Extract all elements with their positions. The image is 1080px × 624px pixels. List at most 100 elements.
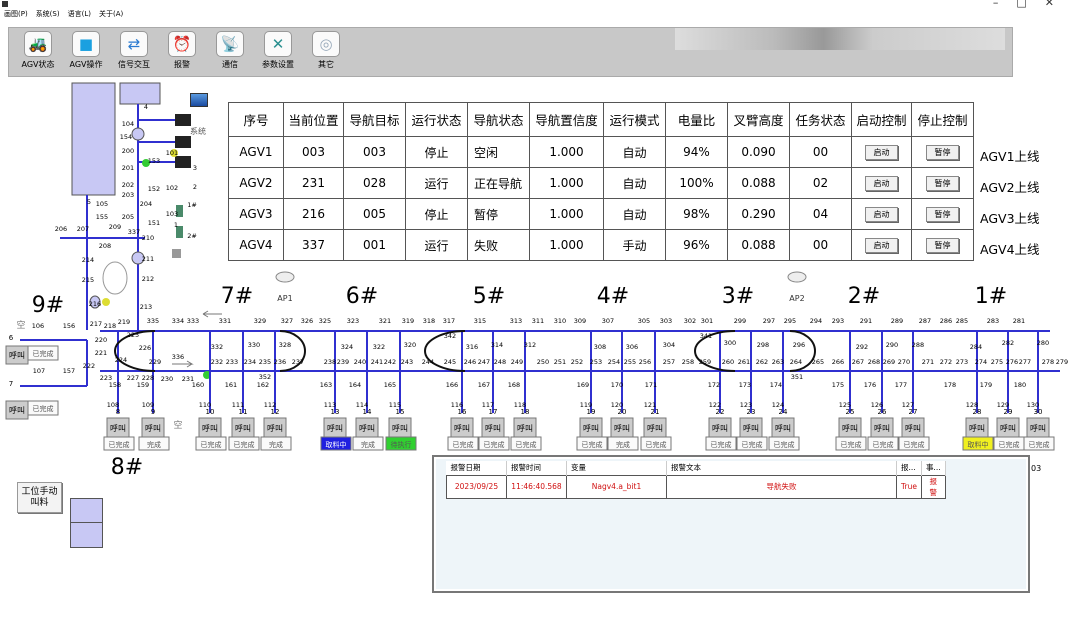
station-status (352, 436, 384, 451)
pause-button[interactable]: 暂停 (926, 145, 959, 160)
direction-arrow-left (202, 310, 222, 318)
menu-draw[interactable]: 画图(P) (4, 10, 28, 18)
node-label: 214 (82, 256, 94, 264)
node-label: 298 (757, 341, 769, 349)
window-controls[interactable]: –□✕ (993, 0, 1072, 9)
column-header: 运行状态 (405, 102, 468, 137)
alarm-column-header[interactable]: 变量 (566, 461, 667, 475)
maximize-button[interactable]: □ (1016, 0, 1045, 9)
station-number: 29 (1004, 408, 1013, 416)
node-label: 121 (644, 401, 656, 409)
antenna-icon: 📡 (216, 31, 244, 57)
minimize-button[interactable]: – (992, 0, 1017, 9)
node-label: 105 (96, 200, 108, 208)
pause-button[interactable]: 暂停 (926, 207, 959, 222)
toolbar-button-3[interactable]: ⏰ 报警 (161, 31, 203, 76)
node-label: 272 (940, 358, 952, 366)
node-label: 165 (384, 381, 396, 389)
monitor-icon[interactable] (190, 93, 208, 107)
toolbar-button-1[interactable]: ■ AGV操作 (65, 31, 107, 76)
node-label: 265 (812, 358, 824, 366)
node-label: 316 (466, 343, 478, 351)
node-label: 318 (423, 317, 435, 325)
alarm-column-header[interactable]: 报警文本 (666, 461, 897, 475)
toolbar-button-6[interactable]: ◎ 其它 (305, 31, 347, 76)
start-button[interactable]: 启动 (865, 207, 898, 222)
toolbar-button-4[interactable]: 📡 通信 (209, 31, 251, 76)
station-status-label: 已完成 (1029, 440, 1050, 449)
toolbar-label: 通信 (222, 60, 238, 69)
start-button[interactable]: 启动 (865, 145, 898, 160)
alarm-row[interactable]: 2023/09/25 11:46:40.568 Nagv4.a_bit1 导航失败 Tr… (446, 474, 946, 499)
agv-status-table: 序号 当前位置 导航目标 运行状态 导航状态 导航置信度 运行模式 电量比 叉臂高度 任务状态 启动… (228, 102, 974, 261)
station-status (27, 400, 59, 416)
start-button[interactable]: 启动 (865, 176, 898, 191)
close-button[interactable]: ✕ (1044, 0, 1072, 9)
call-button-label: 呼叫 (712, 423, 728, 433)
agv-marker (170, 149, 178, 157)
node-label: 216 (89, 300, 101, 308)
alarm-column-header[interactable]: 报警时间 (506, 461, 567, 475)
node-label: 241 (371, 358, 383, 366)
node-label: 2# (187, 232, 197, 240)
start-button[interactable]: 启动 (865, 238, 898, 253)
alarm-column-header[interactable]: 报警日期 (446, 461, 507, 475)
pause-button[interactable]: 暂停 (926, 176, 959, 191)
empty-label: 空 (16, 319, 25, 331)
toolbar-button-2[interactable]: ⇄ 信号交互 (113, 31, 155, 76)
node-label: 255 (624, 358, 636, 366)
node-label: 341 (700, 332, 712, 340)
station-status-label: 已完成 (841, 440, 862, 449)
call-button-label: 呼叫 (327, 423, 343, 433)
node-label: 219 (118, 318, 130, 326)
alarm-column-header[interactable]: 报... (896, 461, 922, 475)
node-label: 119 (580, 401, 592, 409)
node-label: 268 (868, 358, 880, 366)
station-status-label: 待执行 (391, 440, 412, 449)
zone-label: 4# (597, 284, 629, 309)
node-label: 220 (95, 336, 107, 344)
manual-call-button[interactable]: 工位手动叫料 (17, 482, 62, 513)
node-label: 158 (109, 381, 121, 389)
node-label: 312 (524, 341, 536, 349)
cell-nav: 暂停 (467, 198, 530, 230)
call-button-label: 呼叫 (392, 423, 408, 433)
menu-system[interactable]: 系统(S) (35, 10, 60, 18)
node-label: 107 (33, 367, 45, 375)
menu-about[interactable]: 关于(A) (98, 10, 124, 18)
alarm-panel: 报警日期 报警时间 变量 报警文本 报... 事... 2023/09/25 11:46:4… (432, 455, 1030, 593)
storage-block (71, 82, 116, 196)
node-marker (89, 295, 101, 309)
agv-online-status: AGV4上线 (980, 242, 1040, 257)
route-loop-arrow (424, 330, 466, 372)
cell-start: 启动 (851, 136, 912, 168)
toolbar-button-5[interactable]: ✕ 参数设置 (257, 31, 299, 76)
cell-stop: 暂停 (911, 229, 974, 261)
node-label: 163 (320, 381, 332, 389)
menu-bar: 画图(P) 系统(S) 语言(L) 关于(A) (0, 9, 123, 23)
node-label: 177 (895, 381, 907, 389)
node-label: 129 (997, 401, 1009, 409)
station-status (320, 436, 352, 451)
node-label: 128 (966, 401, 978, 409)
node-label: 231 (182, 375, 194, 383)
station-status (1023, 436, 1055, 451)
station-status-label: 已完成 (999, 440, 1020, 449)
menu-language[interactable]: 语言(L) (67, 10, 91, 18)
node-label: 102 (166, 184, 178, 192)
node-label: 323 (347, 317, 359, 325)
station-number: 15 (396, 408, 405, 416)
station-status-label: 已完成 (453, 440, 474, 449)
station-status (478, 436, 510, 451)
pause-button[interactable]: 暂停 (926, 238, 959, 253)
station-status-label: 已完成 (33, 404, 54, 413)
table-row: AGV4 337 001 运行 失败 1.000 手动 96% 0.088 00 启动 暂停 (228, 229, 974, 261)
alarm-column-header[interactable]: 事... (921, 461, 946, 475)
cell-stop: 暂停 (911, 198, 974, 230)
station-status (510, 436, 542, 451)
node-label: 152 (148, 185, 160, 193)
station-status-label: 已完成 (582, 440, 603, 449)
node-label: 151 (148, 219, 160, 227)
toolbar-button-0[interactable]: 🚜 AGV状态 (17, 31, 59, 76)
call-button-label: 呼叫 (1030, 423, 1046, 433)
